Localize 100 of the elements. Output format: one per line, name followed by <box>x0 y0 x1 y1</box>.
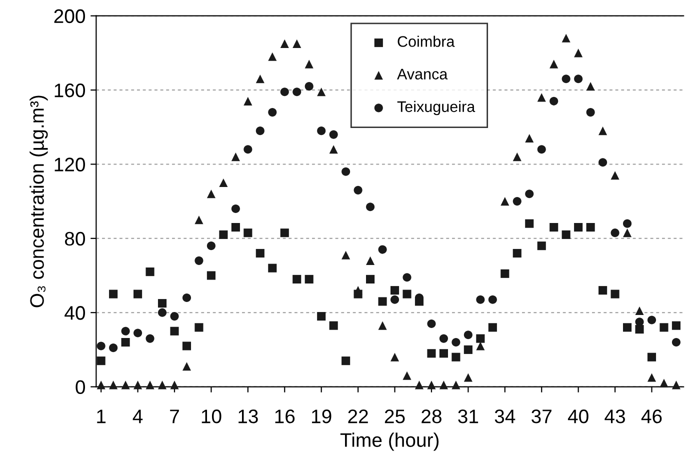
point <box>635 306 644 316</box>
point <box>329 321 338 330</box>
point <box>672 338 681 347</box>
point <box>452 352 460 362</box>
y-tick-label: 40 <box>64 306 86 320</box>
point <box>244 96 252 106</box>
point <box>134 328 142 338</box>
y-axis-title: O₃ concentration (µg.m³) <box>30 96 48 308</box>
point <box>378 321 387 330</box>
point <box>660 378 668 388</box>
x-tick-label: 7 <box>170 410 179 424</box>
point <box>525 219 534 228</box>
point <box>304 60 314 68</box>
x-axis-title: Time (hour) <box>340 432 439 451</box>
point <box>427 319 436 328</box>
x-tick-label: 10 <box>202 410 222 424</box>
point <box>427 349 436 358</box>
x-tick-label: 40 <box>568 410 588 424</box>
point <box>244 145 252 154</box>
point <box>256 248 264 258</box>
point <box>464 373 472 382</box>
point <box>231 204 240 214</box>
point <box>292 274 302 284</box>
point <box>96 356 106 366</box>
point <box>342 167 350 176</box>
legend-label: Teixugueira <box>397 100 476 116</box>
point <box>414 380 424 390</box>
x-tick-label: 16 <box>275 410 295 424</box>
point <box>342 250 350 260</box>
point <box>96 380 106 390</box>
legend-label: Coimbra <box>398 36 455 47</box>
point <box>550 60 558 68</box>
point <box>488 323 497 332</box>
point <box>231 152 240 162</box>
x-tick-label: 25 <box>384 410 405 424</box>
point <box>672 321 681 330</box>
point <box>439 334 448 343</box>
point <box>562 34 570 42</box>
point <box>219 178 228 188</box>
y-tick-label: 160 <box>54 84 86 98</box>
point <box>464 330 472 340</box>
point <box>194 256 204 265</box>
point <box>182 362 192 371</box>
point <box>439 349 448 358</box>
point <box>476 342 485 350</box>
y-tick-label: 120 <box>54 158 86 172</box>
point <box>109 380 118 390</box>
point <box>109 290 118 298</box>
point <box>622 219 632 228</box>
point <box>158 299 167 308</box>
point <box>354 186 362 194</box>
point <box>206 242 216 250</box>
point <box>121 326 130 336</box>
point <box>598 286 608 295</box>
y-tick-label: 80 <box>64 232 86 246</box>
point <box>317 88 326 96</box>
point <box>537 93 546 102</box>
point <box>390 286 400 295</box>
point <box>500 269 510 278</box>
point <box>182 293 192 302</box>
point <box>292 39 302 48</box>
x-tick-label: 4 <box>132 410 143 424</box>
point <box>134 380 142 390</box>
point <box>158 380 167 390</box>
point <box>304 82 314 91</box>
point <box>550 96 558 106</box>
point <box>280 88 289 96</box>
point <box>390 295 400 304</box>
point <box>610 290 620 298</box>
x-tick-label: 22 <box>348 410 368 424</box>
point <box>182 342 192 350</box>
point <box>292 88 302 96</box>
point <box>280 228 289 238</box>
x-tick-label: 37 <box>532 410 552 424</box>
x-tick-label: 31 <box>458 410 478 424</box>
point <box>500 197 510 206</box>
point <box>537 242 546 250</box>
point <box>134 290 142 298</box>
point <box>366 274 375 284</box>
point <box>329 130 338 139</box>
point <box>439 380 448 390</box>
point <box>280 39 289 48</box>
point <box>317 126 326 136</box>
point <box>256 74 264 84</box>
point <box>402 290 412 298</box>
point <box>317 312 326 321</box>
point <box>378 297 387 306</box>
point <box>586 82 595 91</box>
point <box>146 334 154 343</box>
point <box>268 108 277 117</box>
point <box>121 338 130 347</box>
point <box>244 228 252 238</box>
point <box>647 352 656 362</box>
point <box>219 230 228 239</box>
point <box>525 134 534 143</box>
point <box>427 380 436 390</box>
point <box>268 264 277 272</box>
point <box>574 222 583 232</box>
point <box>476 295 485 304</box>
point <box>109 344 118 352</box>
